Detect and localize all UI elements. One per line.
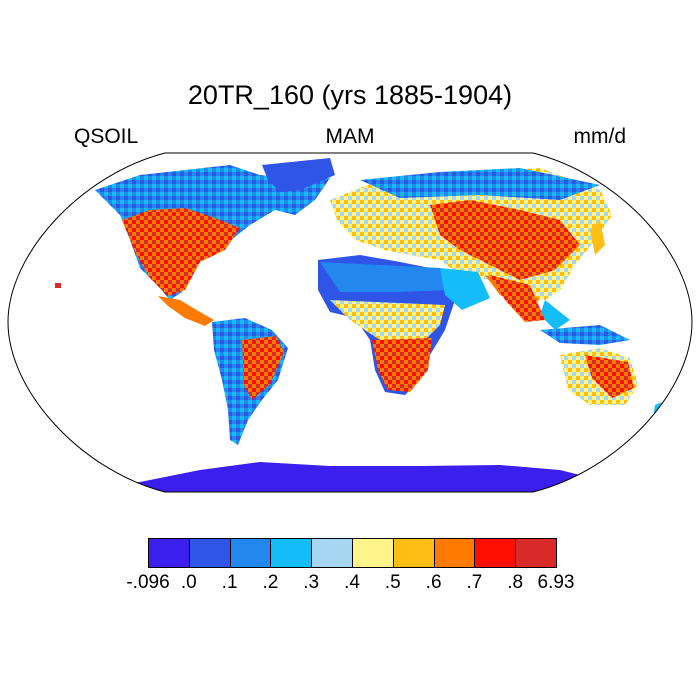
colorbar-tick-label: .1 (221, 572, 238, 593)
season-label: MAM (325, 125, 375, 148)
colorbar-tick-label: .4 (344, 572, 360, 593)
colorbar-cell (229, 538, 272, 568)
colorbar-tick-label: .7 (466, 572, 483, 593)
arabia (440, 268, 490, 310)
antarctica (8, 462, 692, 492)
colorbar-cell (188, 538, 231, 568)
north-america (95, 165, 330, 326)
africa (318, 255, 455, 395)
colorbar-cell (148, 538, 190, 568)
colorbar-tick-label: .2 (262, 572, 279, 593)
indonesia (540, 325, 630, 345)
colorbar-cell (515, 538, 557, 568)
south-america (212, 318, 288, 445)
map-border (7, 152, 693, 493)
australia (560, 348, 638, 405)
greenland (262, 158, 335, 192)
south-asia (490, 275, 545, 322)
colorbar-tick-label: .6 (425, 572, 442, 593)
colorbar-cell (311, 538, 353, 568)
colorbar-cell (474, 538, 517, 568)
colorbar-cell (352, 538, 394, 568)
colorbar-tick-label: 6.93 (537, 572, 575, 593)
colorbar-tick-label: .3 (303, 572, 320, 593)
colorbar (148, 538, 557, 568)
colorbar-cell (433, 538, 476, 568)
colorbar-tick-label: .5 (384, 572, 401, 593)
colorbar-tick-label: -.096 (126, 572, 170, 593)
hawaii (55, 283, 61, 288)
eurasia (330, 168, 612, 330)
colorbar-cell (270, 538, 313, 568)
plot-title: 20TR_160 (yrs 1885-1904) (187, 80, 513, 110)
colorbar-tick-label: .0 (180, 572, 197, 593)
japan (590, 220, 605, 255)
colorbar-tick-label: .8 (507, 572, 524, 593)
units-label: mm/d (573, 125, 627, 148)
variable-label: QSOIL (74, 125, 139, 148)
colorbar-cell (392, 538, 435, 568)
